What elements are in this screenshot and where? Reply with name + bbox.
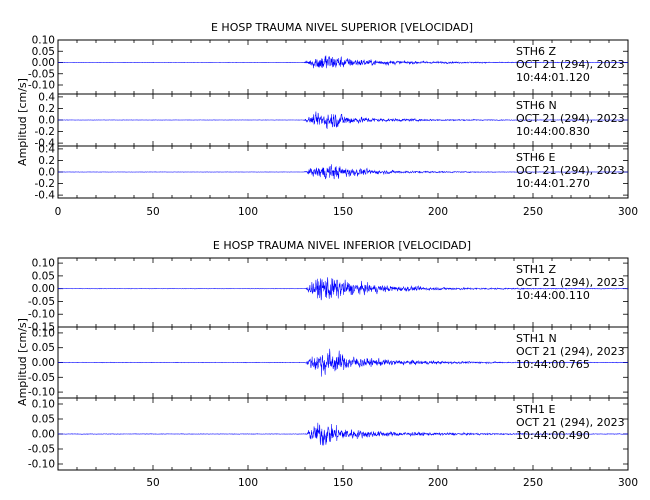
y-tick-label: -0.05 [28,444,55,456]
date-label: OCT 21 (294), 2023 [516,416,625,429]
x-tick-label: 250 [523,477,543,489]
y-tick-label: 0.10 [32,327,55,339]
station-label: STH1 Z [516,263,556,276]
time-label: 10:44:00.110 [516,289,590,302]
date-label: OCT 21 (294), 2023 [516,112,625,125]
waveform-line [57,111,629,130]
waveform-line [57,164,628,180]
upper-chart-ylabel: Amplitud [cm/s] [16,78,29,166]
y-tick-label: -0.10 [28,387,55,399]
time-label: 10:44:01.270 [516,177,590,190]
y-tick-label: 0.05 [32,270,55,282]
lower-chart: E HOSP TRAUMA NIVEL INFERIOR [VELOCIDAD]… [16,239,638,489]
y-tick-label: 0.4 [38,91,55,103]
x-tick-label: 300 [618,206,638,218]
station-label: STH6 Z [516,45,556,58]
y-tick-label: 0.05 [32,414,55,426]
date-label: OCT 21 (294), 2023 [516,58,625,71]
y-tick-label: 0.00 [32,57,55,69]
time-label: 10:44:00.765 [516,358,590,371]
time-label: 10:44:00.830 [516,125,590,138]
y-tick-label: -0.05 [28,296,55,308]
x-tick-label: 200 [428,206,448,218]
x-tick-label: 200 [428,477,448,489]
waveform-line [57,277,629,301]
station-label: STH6 E [516,151,555,164]
y-tick-label: 0.00 [32,429,55,441]
x-tick-label: 50 [146,206,159,218]
x-tick-label: 250 [523,206,543,218]
y-tick-label: -0.10 [28,459,55,471]
station-label: STH6 N [516,99,557,112]
y-tick-label: 0.2 [38,103,55,115]
upper-chart: E HOSP TRAUMA NIVEL SUPERIOR [VELOCIDAD]… [16,21,638,218]
y-tick-label: -0.2 [35,126,56,138]
y-tick-label: -0.4 [35,138,56,150]
x-tick-label: 150 [333,477,353,489]
y-tick-label: 0.10 [32,258,55,270]
time-label: 10:44:00.490 [516,429,590,442]
date-label: OCT 21 (294), 2023 [516,276,625,289]
y-tick-label: 0.00 [32,283,55,295]
y-tick-label: -0.05 [28,372,55,384]
y-tick-label: 0.0 [38,167,55,179]
y-tick-label: -0.4 [35,190,56,202]
date-label: OCT 21 (294), 2023 [516,345,625,358]
y-tick-label: -0.05 [28,68,55,80]
x-tick-label: 100 [238,206,258,218]
station-label: STH1 E [516,403,555,416]
x-tick-label: 50 [146,477,159,489]
lower-chart-title: E HOSP TRAUMA NIVEL INFERIOR [VELOCIDAD] [213,239,471,252]
y-tick-label: -0.15 [28,322,55,334]
x-tick-label: 150 [333,206,353,218]
date-label: OCT 21 (294), 2023 [516,164,625,177]
y-tick-label: 0.0 [38,115,55,127]
y-tick-label: -0.2 [35,178,56,190]
lower-chart-ylabel: Amplitud [cm/s] [16,318,29,406]
y-tick-label: -0.10 [28,309,55,321]
x-tick-label: 300 [618,477,638,489]
upper-chart-title: E HOSP TRAUMA NIVEL SUPERIOR [VELOCIDAD] [211,21,473,34]
waveform-line [57,422,629,446]
x-tick-label: 0 [55,206,62,218]
x-tick-label: 100 [238,477,258,489]
y-tick-label: 0.05 [32,46,55,58]
y-tick-label: 0.10 [32,399,55,411]
y-tick-label: -0.10 [28,80,55,92]
station-label: STH1 N [516,332,557,345]
y-tick-label: 0.05 [32,342,55,354]
y-tick-label: 0.2 [38,155,55,167]
waveform-line [57,55,629,69]
y-tick-label: 0.00 [32,357,55,369]
y-tick-label: 0.4 [38,143,55,155]
time-label: 10:44:01.120 [516,71,590,84]
waveform-line [57,348,629,377]
y-tick-label: 0.10 [32,35,55,47]
